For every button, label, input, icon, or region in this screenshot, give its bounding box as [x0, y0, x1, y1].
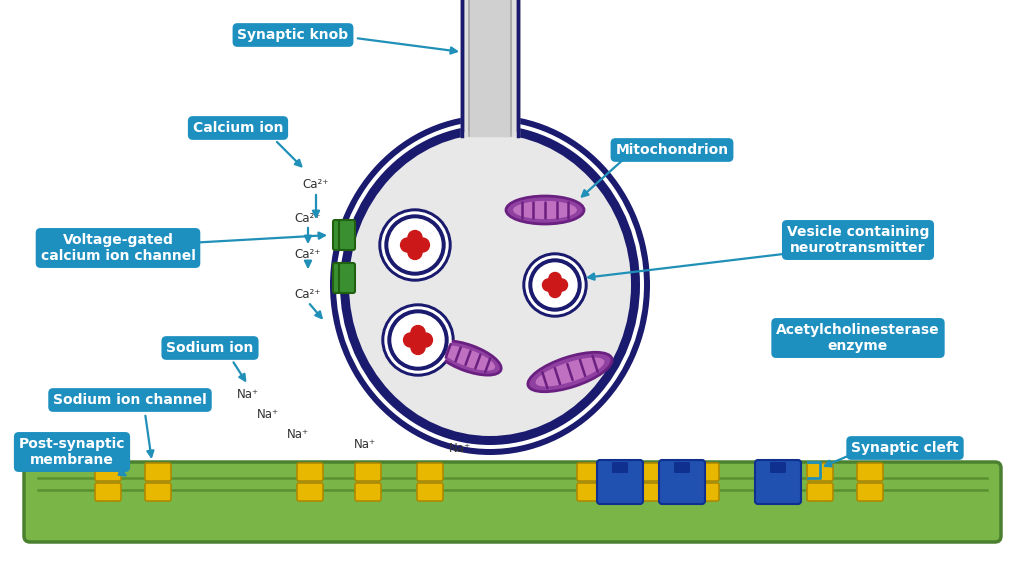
FancyBboxPatch shape: [577, 463, 603, 481]
Text: Voltage-gated
calcium ion channel: Voltage-gated calcium ion channel: [41, 233, 196, 263]
Ellipse shape: [349, 134, 631, 436]
Circle shape: [555, 279, 567, 291]
Text: Sodium ion: Sodium ion: [166, 341, 254, 355]
Text: Na⁺: Na⁺: [287, 429, 309, 441]
FancyBboxPatch shape: [145, 463, 171, 481]
Circle shape: [408, 238, 422, 252]
Circle shape: [403, 333, 418, 347]
Ellipse shape: [536, 357, 604, 386]
Circle shape: [411, 340, 425, 354]
FancyBboxPatch shape: [24, 462, 1001, 542]
Circle shape: [411, 333, 425, 347]
Circle shape: [408, 245, 422, 259]
FancyBboxPatch shape: [355, 463, 381, 481]
Circle shape: [408, 238, 422, 252]
Ellipse shape: [528, 352, 612, 392]
Circle shape: [543, 279, 555, 291]
FancyBboxPatch shape: [333, 220, 349, 250]
FancyBboxPatch shape: [857, 463, 883, 481]
Circle shape: [408, 231, 422, 245]
FancyBboxPatch shape: [635, 483, 662, 501]
Text: Sodium ion channel: Sodium ion channel: [53, 393, 207, 407]
FancyBboxPatch shape: [297, 463, 323, 481]
FancyBboxPatch shape: [659, 460, 705, 504]
Text: Ca²⁺: Ca²⁺: [303, 179, 329, 191]
Text: Na⁺: Na⁺: [354, 438, 376, 451]
FancyBboxPatch shape: [770, 462, 786, 473]
Circle shape: [392, 314, 444, 366]
Circle shape: [400, 238, 415, 252]
Circle shape: [549, 273, 561, 285]
Circle shape: [385, 215, 445, 275]
Circle shape: [523, 253, 587, 317]
FancyBboxPatch shape: [635, 463, 662, 481]
Circle shape: [389, 219, 441, 271]
FancyBboxPatch shape: [807, 483, 833, 501]
FancyBboxPatch shape: [297, 483, 323, 501]
FancyBboxPatch shape: [693, 463, 719, 481]
FancyBboxPatch shape: [333, 263, 349, 293]
Circle shape: [382, 304, 454, 376]
FancyBboxPatch shape: [355, 483, 381, 501]
Ellipse shape: [441, 345, 496, 371]
FancyBboxPatch shape: [339, 220, 355, 250]
Circle shape: [419, 333, 432, 347]
Text: Ca²⁺: Ca²⁺: [295, 212, 322, 224]
Circle shape: [388, 310, 449, 370]
FancyBboxPatch shape: [417, 463, 443, 481]
Circle shape: [549, 279, 561, 291]
FancyBboxPatch shape: [597, 460, 643, 504]
Ellipse shape: [435, 341, 501, 375]
Text: Synaptic cleft: Synaptic cleft: [851, 441, 958, 455]
Ellipse shape: [513, 201, 577, 219]
Circle shape: [411, 333, 425, 347]
Circle shape: [379, 209, 451, 281]
Circle shape: [411, 333, 425, 347]
Text: Na⁺: Na⁺: [449, 441, 471, 455]
Circle shape: [411, 333, 425, 347]
Circle shape: [529, 259, 581, 311]
Circle shape: [526, 256, 584, 314]
Circle shape: [549, 279, 561, 291]
Circle shape: [549, 285, 561, 298]
FancyBboxPatch shape: [755, 460, 801, 504]
FancyBboxPatch shape: [857, 483, 883, 501]
Text: Na⁺: Na⁺: [237, 389, 259, 401]
Text: Ca²⁺: Ca²⁺: [295, 248, 322, 262]
Circle shape: [416, 238, 429, 252]
Circle shape: [382, 212, 449, 278]
Text: Calcium ion: Calcium ion: [193, 121, 284, 135]
Text: Mitochondrion: Mitochondrion: [615, 143, 728, 157]
Ellipse shape: [506, 196, 584, 224]
Circle shape: [549, 279, 561, 291]
Text: Synaptic knob: Synaptic knob: [238, 28, 348, 42]
Text: Acetylcholinesterase
enzyme: Acetylcholinesterase enzyme: [776, 323, 940, 353]
FancyBboxPatch shape: [339, 263, 355, 293]
FancyBboxPatch shape: [807, 463, 833, 481]
Text: Na⁺: Na⁺: [257, 408, 280, 422]
FancyBboxPatch shape: [674, 462, 690, 473]
FancyBboxPatch shape: [145, 483, 171, 501]
Circle shape: [408, 238, 422, 252]
Ellipse shape: [330, 115, 650, 455]
FancyBboxPatch shape: [577, 483, 603, 501]
FancyBboxPatch shape: [95, 463, 121, 481]
Text: Vesicle containing
neurotransmitter: Vesicle containing neurotransmitter: [786, 225, 929, 255]
Text: Post-synaptic
membrane: Post-synaptic membrane: [18, 437, 125, 467]
Circle shape: [534, 263, 577, 307]
FancyBboxPatch shape: [95, 483, 121, 501]
Circle shape: [385, 307, 451, 373]
Ellipse shape: [336, 121, 644, 449]
Text: Ca²⁺: Ca²⁺: [295, 288, 322, 302]
Circle shape: [411, 325, 425, 340]
Ellipse shape: [340, 125, 640, 445]
Circle shape: [408, 238, 422, 252]
FancyBboxPatch shape: [612, 462, 628, 473]
Circle shape: [549, 279, 561, 291]
FancyBboxPatch shape: [693, 483, 719, 501]
FancyBboxPatch shape: [417, 483, 443, 501]
